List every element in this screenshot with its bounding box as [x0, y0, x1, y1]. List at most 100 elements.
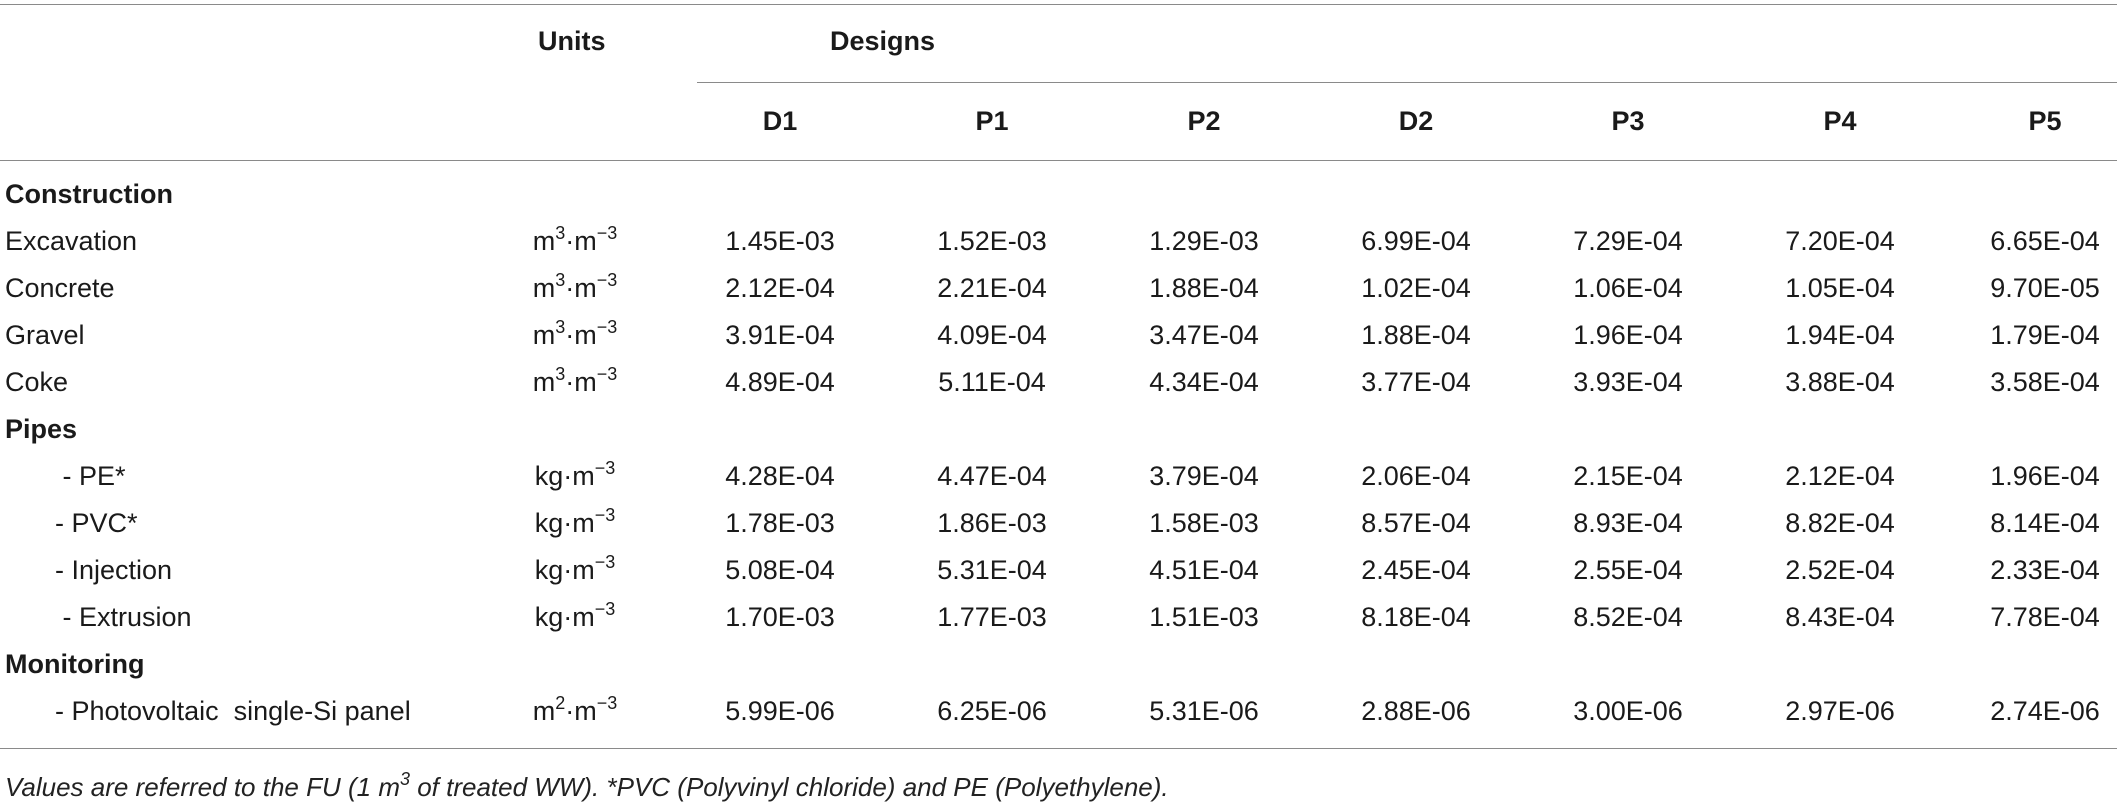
row-unit: m3·m−3 — [505, 318, 645, 350]
value-cell-p4: 8.82E-04 — [1785, 508, 1895, 538]
value-cell-d2: 2.06E-04 — [1361, 461, 1471, 491]
units-header: Units — [538, 26, 606, 56]
value-cell-d1: 5.99E-06 — [725, 696, 835, 726]
table-footnote: Values are referred to the FU (1 m3 of t… — [5, 770, 1169, 803]
designs-header: Designs — [830, 26, 936, 56]
unit-exponent: 3 — [555, 270, 566, 290]
unit-base: m — [532, 273, 556, 303]
unit-base: m — [532, 226, 556, 256]
value-cell-p4: 2.12E-04 — [1785, 461, 1895, 491]
value-cell-p1: 5.31E-04 — [937, 555, 1047, 585]
value-cell-d1: 5.08E-04 — [725, 555, 835, 585]
unit-base: m — [532, 367, 556, 397]
value-cell-p4: 8.43E-04 — [1785, 602, 1895, 632]
unit-per: ·m — [563, 508, 595, 538]
unit-exponent: −3 — [594, 552, 616, 572]
value-cell-d2: 8.57E-04 — [1361, 508, 1471, 538]
value-cell-p2: 1.58E-03 — [1149, 508, 1259, 538]
value-cell-p4: 1.05E-04 — [1785, 273, 1895, 303]
value-cell-p1: 5.11E-04 — [938, 367, 1046, 397]
value-cell-p2: 1.29E-03 — [1149, 226, 1259, 256]
row-label: Concrete — [5, 273, 115, 303]
unit-exponent: −3 — [594, 458, 616, 478]
value-cell-d1: 1.70E-03 — [725, 602, 835, 632]
value-cell-d1: 3.91E-04 — [725, 320, 835, 350]
value-cell-d2: 2.45E-04 — [1361, 555, 1471, 585]
unit-base: kg — [534, 508, 564, 538]
designs-rule — [697, 82, 2117, 83]
value-cell-d1: 2.12E-04 — [725, 273, 835, 303]
value-cell-p2: 3.47E-04 — [1149, 320, 1259, 350]
value-cell-d2: 3.77E-04 — [1361, 367, 1471, 397]
unit-exponent: −3 — [596, 270, 618, 290]
row-unit: m3·m−3 — [505, 224, 645, 256]
value-cell-p2: 5.31E-06 — [1149, 696, 1259, 726]
value-cell-d1: 4.28E-04 — [725, 461, 835, 491]
row-label: Coke — [5, 367, 69, 397]
value-cell-p2: 1.88E-04 — [1149, 273, 1259, 303]
value-cell-p1: 1.52E-03 — [937, 226, 1047, 256]
design-header-p1: P1 — [975, 106, 1009, 136]
value-cell-p2: 4.34E-04 — [1149, 367, 1259, 397]
value-cell-d2: 2.88E-06 — [1361, 696, 1471, 726]
unit-exponent: −3 — [596, 693, 618, 713]
value-cell-p5: 1.79E-04 — [1990, 320, 2100, 350]
unit-per: ·m — [565, 273, 597, 303]
footnote-text-2: of treated WW). *PVC (Polyvinyl chloride… — [410, 772, 1169, 802]
row-unit: m3·m−3 — [505, 271, 645, 303]
value-cell-p5: 2.33E-04 — [1990, 555, 2100, 585]
value-cell-p1: 2.21E-04 — [937, 273, 1047, 303]
design-header-p3: P3 — [1611, 106, 1645, 136]
unit-per: ·m — [563, 555, 595, 585]
value-cell-p3: 2.55E-04 — [1573, 555, 1683, 585]
row-label: - Injection — [55, 555, 173, 585]
row-unit: kg·m−3 — [505, 553, 645, 585]
header-rule — [0, 160, 2117, 161]
value-cell-p3: 3.00E-06 — [1573, 696, 1683, 726]
value-cell-d2: 1.02E-04 — [1361, 273, 1471, 303]
value-cell-d1: 4.89E-04 — [725, 367, 835, 397]
value-cell-p3: 7.29E-04 — [1573, 226, 1683, 256]
unit-exponent: −3 — [596, 317, 618, 337]
unit-exponent: −3 — [594, 599, 616, 619]
value-cell-p1: 1.86E-03 — [937, 508, 1047, 538]
value-cell-p2: 1.51E-03 — [1149, 602, 1259, 632]
unit-base: kg — [534, 461, 564, 491]
row-label: Gravel — [5, 320, 85, 350]
unit-exponent: 3 — [555, 223, 566, 243]
design-header-d2: D2 — [1398, 106, 1434, 136]
value-cell-p4: 2.97E-06 — [1785, 696, 1895, 726]
value-cell-p4: 7.20E-04 — [1785, 226, 1895, 256]
value-cell-d2: 6.99E-04 — [1361, 226, 1471, 256]
design-header-p5: P5 — [2028, 106, 2062, 136]
value-cell-p5: 8.14E-04 — [1990, 508, 2100, 538]
row-label: - PE* — [55, 461, 126, 491]
row-unit: kg·m−3 — [505, 600, 645, 632]
unit-exponent: −3 — [596, 223, 618, 243]
value-cell-p3: 2.15E-04 — [1573, 461, 1683, 491]
value-cell-p4: 2.52E-04 — [1785, 555, 1895, 585]
value-cell-d2: 8.18E-04 — [1361, 602, 1471, 632]
design-header-d1: D1 — [762, 106, 798, 136]
row-unit: m3·m−3 — [505, 365, 645, 397]
value-cell-p3: 1.06E-04 — [1573, 273, 1683, 303]
unit-base: m — [532, 320, 556, 350]
top-rule — [0, 4, 2117, 5]
value-cell-p3: 8.52E-04 — [1573, 602, 1683, 632]
row-unit: kg·m−3 — [505, 459, 645, 491]
section-title-construction: Construction — [5, 179, 173, 209]
value-cell-p1: 4.09E-04 — [937, 320, 1047, 350]
value-cell-p5: 9.70E-05 — [1990, 273, 2100, 303]
unit-base: kg — [534, 602, 564, 632]
value-cell-p5: 7.78E-04 — [1990, 602, 2100, 632]
unit-exponent: 3 — [555, 364, 566, 384]
row-unit: kg·m−3 — [505, 506, 645, 538]
unit-per: ·m — [563, 602, 595, 632]
row-label: - Photovoltaic single-Si panel — [55, 696, 411, 726]
unit-exponent: 3 — [555, 317, 566, 337]
value-cell-p4: 3.88E-04 — [1785, 367, 1895, 397]
unit-per: ·m — [565, 226, 597, 256]
row-unit: m2·m−3 — [505, 694, 645, 725]
design-header-p2: P2 — [1187, 106, 1221, 136]
